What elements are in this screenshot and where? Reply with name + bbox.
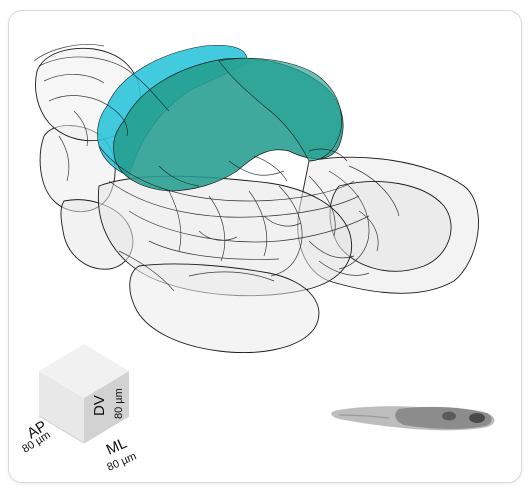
viewer-card[interactable]: AP 80 µm DV 80 µm ML 80 µm	[8, 10, 522, 483]
ventral-region	[129, 263, 320, 353]
dv-axis-length: 80 µm	[113, 388, 125, 419]
dv-axis-label: DV	[91, 395, 108, 416]
neural-linework	[33, 44, 400, 292]
scale-bar-cube	[38, 344, 130, 444]
larva-orientation-icon	[331, 406, 495, 431]
brain-render[interactable]: AP 80 µm DV 80 µm ML 80 µm	[9, 11, 521, 482]
